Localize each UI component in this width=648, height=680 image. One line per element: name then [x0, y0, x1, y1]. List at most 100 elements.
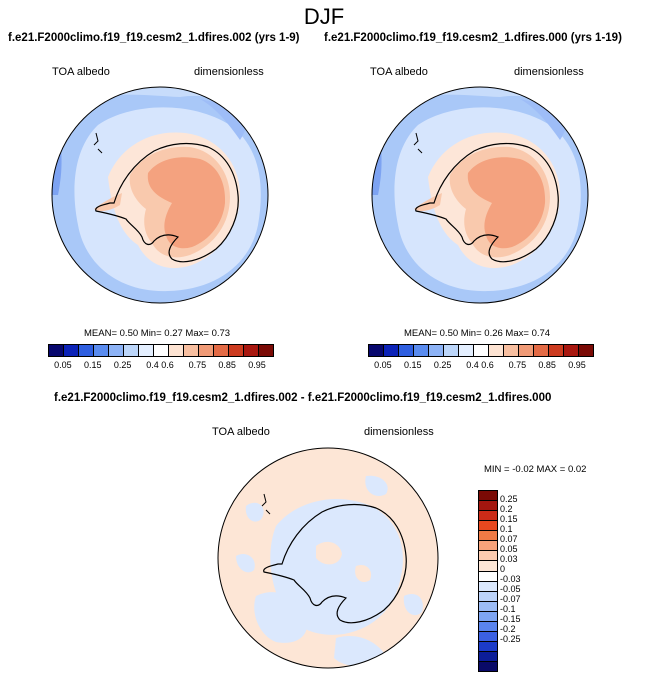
panel-3-variable: TOA albedo [212, 426, 270, 438]
colorbar-swatch [259, 345, 273, 356]
panel-1-min-label: Min= [140, 328, 162, 339]
panel-1-max: 0.73 [211, 328, 231, 339]
colorbar-tick-label: 0.03 [500, 554, 518, 564]
colorbar-tick-label: 0.95 [248, 360, 266, 370]
colorbar-swatch [199, 345, 214, 356]
colorbar-swatch [49, 345, 64, 356]
colorbar-swatch [124, 345, 139, 356]
colorbar-swatch [64, 345, 79, 356]
colorbar-swatch [489, 345, 504, 356]
colorbar-swatch [479, 531, 497, 542]
colorbar-swatch [479, 561, 497, 572]
panel-2-title: f.e21.F2000climo.f19_f19.cesm2_1.dfires.… [324, 32, 622, 44]
panel-3-min: -0.02 [512, 464, 534, 475]
colorbar-swatch [519, 345, 534, 356]
colorbar-swatch [429, 345, 444, 356]
panel-2-variable: TOA albedo [370, 66, 428, 78]
colorbar-swatch [479, 491, 497, 502]
colorbar-tick-label: 0.05 [500, 544, 518, 554]
panel-1-min: 0.27 [164, 328, 183, 339]
colorbar-swatch [479, 611, 497, 622]
colorbar-swatch [139, 345, 154, 356]
colorbar-swatch [564, 345, 579, 356]
colorbar-tick-label: 0.4 [146, 360, 159, 370]
colorbar-swatch [474, 345, 489, 356]
colorbar-swatch [504, 345, 519, 356]
panel-3-title: f.e21.F2000climo.f19_f19.cesm2_1.dfires.… [54, 392, 552, 404]
panel-2-mean-label: MEAN= [404, 328, 437, 339]
colorbar-tick-label: 0.85 [218, 360, 236, 370]
colorbar-tick-label: -0.15 [500, 614, 521, 624]
colorbar-swatch [479, 501, 497, 512]
season-title: DJF [303, 4, 345, 29]
colorbar-tick-label: 0.05 [374, 360, 392, 370]
colorbar-tick-label: 0.25 [433, 360, 452, 370]
panel-2-max-label: Max= [505, 328, 529, 339]
colorbar-swatch [534, 345, 549, 356]
panel-3-stats: MIN = -0.02 MAX = 0.02 [484, 464, 586, 475]
panel-1-colorbar [48, 344, 274, 357]
colorbar-tick-label: 0.07 [500, 534, 518, 544]
colorbar-swatch [459, 345, 474, 356]
colorbar-tick-label: 0 [500, 564, 506, 574]
colorbar-swatch [479, 621, 497, 632]
colorbar-swatch [384, 345, 399, 356]
colorbar-tick-label: -0.25 [500, 634, 521, 644]
colorbar-swatch [479, 662, 497, 672]
colorbar-tick-label: 0.95 [568, 360, 586, 370]
colorbar-tick-label: -0.1 [500, 604, 516, 614]
colorbar-swatch [79, 345, 94, 356]
panel-3-map [217, 447, 439, 669]
colorbar-swatch [214, 345, 229, 356]
colorbar-tick-label: 0.15 [84, 360, 102, 370]
colorbar-swatch [479, 581, 497, 592]
panel-1-colorbar-ticks: 0.05 0.15 0.25 0.4 0.6 0.75 0.85 0.95 [48, 360, 274, 372]
colorbar-swatch [479, 601, 497, 612]
colorbar-tick-label: 0.25 [113, 360, 132, 370]
colorbar-tick-label: -0.2 [500, 624, 516, 634]
colorbar-tick-label: 0.2 [500, 504, 513, 514]
colorbar-tick-label: 0.6 [481, 360, 494, 370]
panel-3-colorbar-ticks: 0.25 0.2 0.15 0.1 0.07 0.05 0.03 0 -0.03 -0.05 -0.… [500, 490, 540, 670]
colorbar-swatch [399, 345, 414, 356]
panel-2-min: 0.26 [484, 328, 503, 339]
colorbar-swatch [479, 511, 497, 522]
colorbar-tick-label: 0.15 [500, 514, 518, 524]
colorbar-tick-label: 0.6 [161, 360, 174, 370]
colorbar-tick-label: 0.4 [466, 360, 479, 370]
panel-3-colorbar [478, 490, 498, 672]
panel-1-title: f.e21.F2000climo.f19_f19.cesm2_1.dfires.… [8, 32, 300, 44]
panel-2-mean: 0.50 [439, 328, 459, 339]
colorbar-swatch [109, 345, 124, 356]
colorbar-tick-label: 0.75 [508, 360, 527, 370]
panel-1-map [51, 86, 269, 304]
panel-2-colorbar [368, 344, 594, 357]
panel-1-max-label: Max= [185, 328, 209, 339]
panel-2-units: dimensionless [514, 66, 584, 78]
colorbar-swatch [479, 571, 497, 582]
colorbar-swatch [154, 345, 169, 356]
panel-1-units: dimensionless [194, 66, 264, 78]
panel-3-max-label: MAX = [536, 464, 566, 475]
colorbar-tick-label: -0.03 [500, 574, 521, 584]
colorbar-swatch [169, 345, 184, 356]
colorbar-swatch [414, 345, 429, 356]
panel-1-variable: TOA albedo [52, 66, 110, 78]
colorbar-swatch [369, 345, 384, 356]
colorbar-swatch [94, 345, 109, 356]
colorbar-tick-label: 0.85 [538, 360, 556, 370]
colorbar-swatch [184, 345, 199, 356]
panel-2-colorbar-ticks: 0.05 0.15 0.25 0.4 0.6 0.75 0.85 0.95 [368, 360, 594, 372]
panel-2-min-label: Min= [460, 328, 482, 339]
colorbar-swatch [579, 345, 593, 356]
colorbar-swatch [479, 521, 497, 532]
panel-2-max: 0.74 [531, 328, 551, 339]
panel-1-mean-label: MEAN= [84, 328, 117, 339]
colorbar-tick-label: 0.25 [500, 494, 518, 504]
colorbar-swatch [229, 345, 244, 356]
colorbar-swatch [479, 591, 497, 602]
colorbar-tick-label: 0.75 [188, 360, 207, 370]
panel-3-max: 0.02 [567, 464, 587, 475]
colorbar-swatch [444, 345, 459, 356]
panel-1-mean: 0.50 [119, 328, 139, 339]
